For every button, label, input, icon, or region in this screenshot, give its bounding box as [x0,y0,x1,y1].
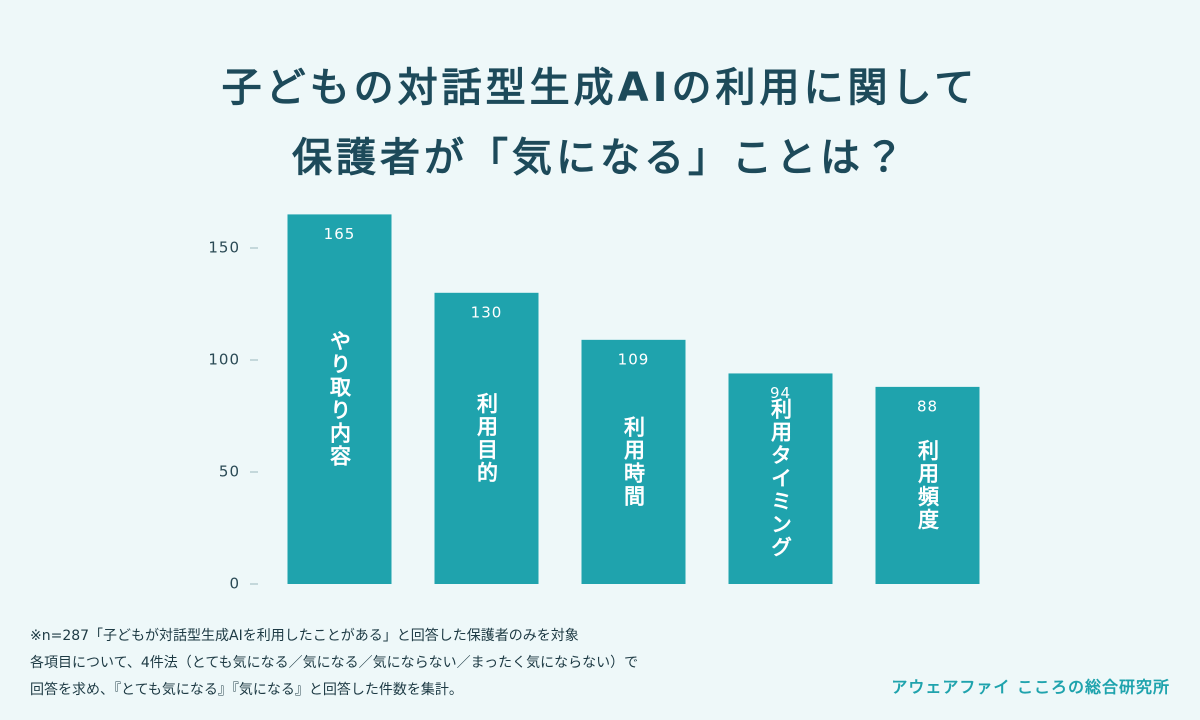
bar [728,373,833,584]
chart-title: 子どもの対話型生成AIの利用に関して [222,65,979,111]
bar [287,214,392,584]
value-label: 94 [770,384,791,402]
source: アウェアファイ こころの総合研究所 [891,678,1170,697]
value-label: 165 [324,225,356,243]
footnote: 回答を求め、『とても気になる』『気になる』と回答した件数を集計。 [30,681,463,698]
bar [875,386,980,584]
category-label: 利用目的 [475,392,499,484]
y-tick-label: 50 [219,463,240,481]
y-tick-label: 100 [208,351,240,369]
chart-title: 保護者が「気になる」ことは？ [292,135,908,181]
category-label: 利用タイミング [769,398,793,559]
category-label: 利用時間 [622,416,646,508]
y-tick-label: 150 [208,239,240,257]
category-label: やり取り内容 [328,330,352,468]
bar [434,292,539,584]
value-label: 88 [917,397,938,415]
value-label: 109 [618,350,650,368]
category-label: 利用頻度 [916,439,940,531]
value-label: 130 [471,303,503,321]
footnote: 各項目について、4件法（とても気になる／気になる／気にならない／まったく気になら… [30,655,638,671]
footnote: ※n=287「子どもが対話型生成AIを利用したことがある」と回答した保護者のみを… [30,627,579,644]
bar [581,339,686,584]
y-tick-label: 0 [229,575,240,593]
